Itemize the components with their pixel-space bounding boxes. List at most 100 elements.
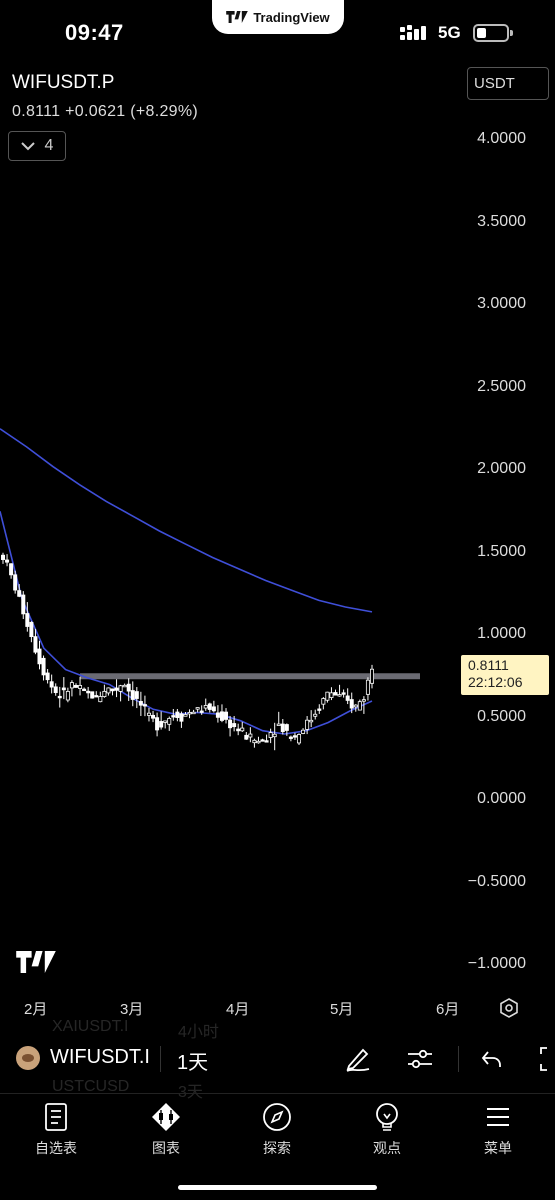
candle: [219, 704, 224, 723]
moving-average-line: [0, 428, 373, 613]
candle: [25, 602, 30, 632]
nav-chart-label: 图表: [152, 1140, 180, 1156]
price-quote: 0.8111 +0.0621 (+8.29%): [12, 103, 199, 120]
nav-chart[interactable]: 图表: [126, 1102, 206, 1158]
compass-icon: [263, 1103, 291, 1131]
candle: [224, 708, 229, 724]
recent-symbol-ghost: USTCUSD: [52, 1078, 130, 1095]
candle: [195, 707, 200, 713]
candle: [349, 692, 354, 714]
chart-toolbar: WIFUSDT.I 1天: [0, 1032, 555, 1088]
nav-menu-label: 菜单: [484, 1140, 512, 1156]
candle: [114, 679, 119, 698]
candle: [73, 683, 78, 688]
candle: [228, 715, 233, 737]
chart-candles-icon: [152, 1103, 180, 1131]
candle: [203, 698, 208, 711]
candle: [260, 738, 265, 742]
moving-average-line: [0, 511, 373, 735]
candle: [61, 677, 66, 700]
candle: [236, 723, 241, 736]
candle: [288, 735, 293, 742]
candle: [297, 733, 302, 746]
x-tick-label: 5月: [330, 1001, 354, 1018]
candle: [207, 702, 212, 713]
candle: [122, 683, 127, 688]
x-tick-label: 2月: [24, 1001, 48, 1018]
candle: [17, 584, 22, 598]
candle: [272, 722, 277, 751]
candle: [69, 680, 74, 697]
symbol-avatar: [16, 1046, 40, 1070]
candle: [361, 696, 366, 714]
y-tick-label: 0.0000: [477, 790, 526, 807]
nav-watchlist[interactable]: 自选表: [16, 1102, 96, 1158]
drawing-tools-icon[interactable]: [343, 1044, 373, 1074]
last-price-value: 0.8111: [468, 657, 509, 673]
candle: [29, 621, 34, 643]
candle: [264, 734, 269, 743]
nav-explore[interactable]: 探索: [237, 1102, 317, 1158]
recent-interval-ghost: 3天: [178, 1084, 203, 1101]
candle: [252, 738, 257, 748]
tradingview-pill[interactable]: TradingView: [212, 0, 344, 34]
undo-icon[interactable]: [478, 1044, 506, 1074]
candle: [86, 686, 91, 699]
watchlist-icon: [45, 1103, 67, 1131]
candle: [341, 689, 346, 698]
nav-ideas[interactable]: 观点: [347, 1102, 427, 1158]
recent-interval-ghost: 4小时: [178, 1024, 219, 1041]
candle: [13, 570, 18, 594]
symbol-title[interactable]: WIFUSDT.P: [12, 72, 115, 93]
network-type: 5G: [438, 23, 461, 42]
price-chart[interactable]: [0, 0, 555, 1000]
candle: [118, 684, 123, 702]
candle: [232, 716, 237, 732]
y-tick-label: 4.0000: [477, 130, 526, 147]
candle: [333, 689, 338, 696]
candle: [305, 716, 310, 735]
indicator-count: 4: [44, 137, 54, 154]
interval-selector[interactable]: 1天: [177, 1052, 209, 1074]
fullscreen-icon[interactable]: [535, 1044, 555, 1074]
candle: [65, 687, 70, 703]
indicators-collapse-button[interactable]: 4: [8, 131, 66, 161]
candle: [329, 687, 334, 701]
candle: [155, 712, 160, 737]
y-tick-label: 1.0000: [477, 625, 526, 642]
candle: [110, 688, 115, 696]
candle: [187, 709, 192, 719]
toolbar-symbol[interactable]: WIFUSDT.I: [50, 1046, 150, 1068]
candle: [9, 563, 14, 579]
bar-countdown: 22:12:06: [468, 674, 523, 690]
indicators-sliders-icon[interactable]: [405, 1044, 435, 1074]
chart-settings-icon[interactable]: [498, 997, 520, 1019]
candle: [211, 700, 216, 713]
currency-label: USDT: [474, 75, 515, 92]
candle: [256, 736, 261, 744]
candle: [21, 591, 26, 620]
candle: [163, 720, 168, 729]
candle: [353, 704, 358, 712]
currency-selector[interactable]: USDT: [467, 67, 549, 100]
candle: [301, 728, 306, 735]
nav-watchlist-label: 自选表: [35, 1140, 77, 1156]
brand-label: TradingView: [253, 9, 330, 25]
nav-explore-label: 探索: [263, 1140, 291, 1156]
candle: [82, 687, 87, 692]
candle: [191, 709, 196, 715]
candle: [142, 695, 147, 717]
nav-menu[interactable]: 菜单: [458, 1102, 538, 1158]
candle: [102, 684, 107, 698]
clock: 09:47: [65, 20, 124, 45]
candle: [309, 710, 314, 728]
y-tick-label: 0.5000: [477, 707, 526, 725]
y-tick-label: 2.0000: [477, 460, 526, 477]
candle: [134, 687, 139, 709]
bottom-navigation: 自选表 图表 探索 观点 菜单: [0, 1093, 555, 1200]
candle: [357, 699, 362, 711]
candle: [41, 655, 46, 681]
candle: [248, 727, 253, 743]
candle: [369, 664, 374, 689]
signal-icon: [400, 25, 426, 40]
